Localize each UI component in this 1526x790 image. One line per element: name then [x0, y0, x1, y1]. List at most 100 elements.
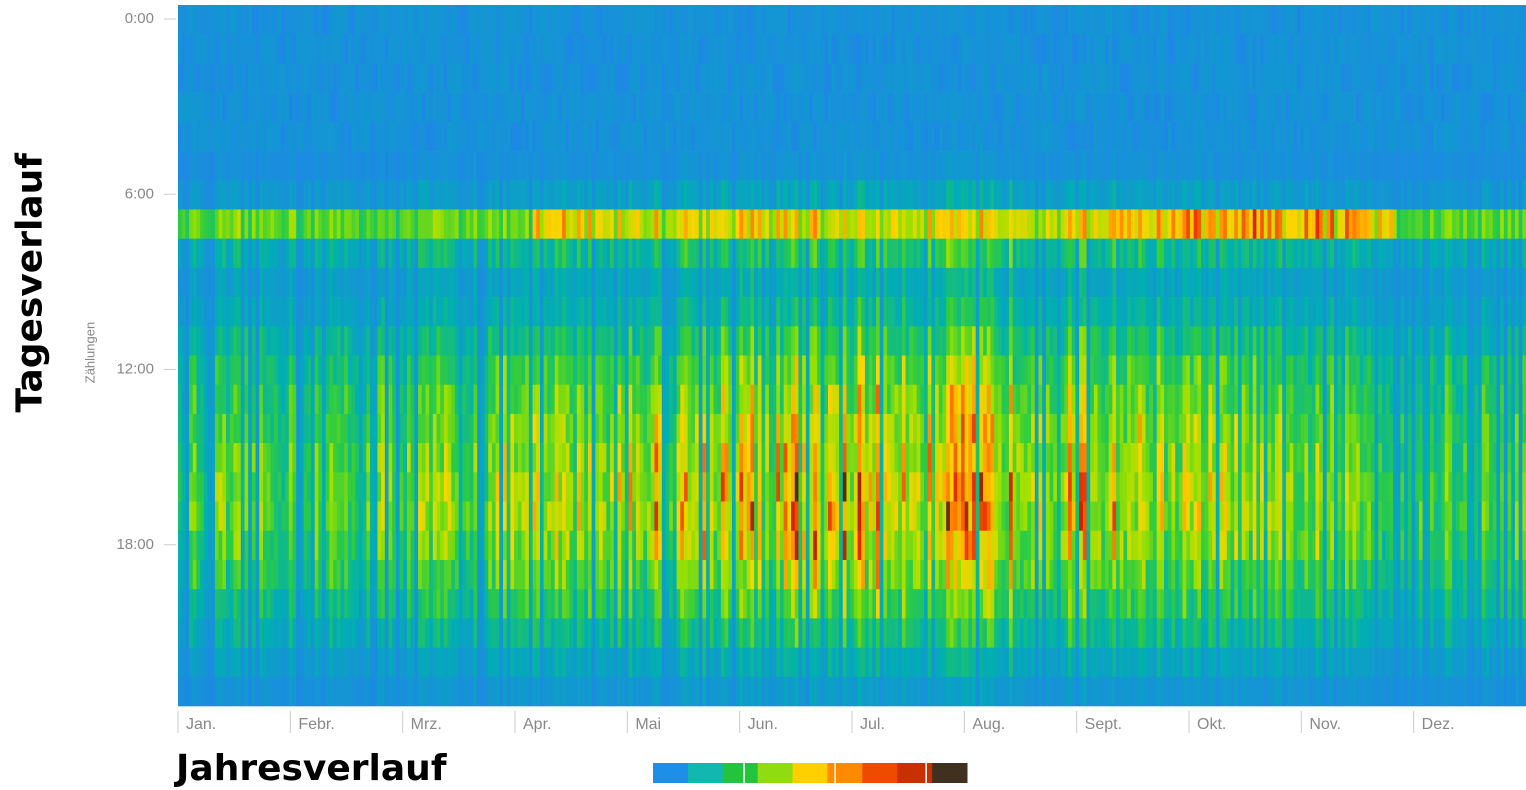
- heatmap-cell: [392, 589, 397, 619]
- heatmap-cell: [698, 647, 704, 678]
- heatmap-cell: [499, 267, 504, 298]
- heatmap-cell: [414, 472, 419, 502]
- heatmap-cell: [920, 501, 925, 532]
- heatmap-cell: [340, 676, 345, 707]
- heatmap-cell: [731, 559, 737, 590]
- heatmap-cell: [440, 618, 445, 648]
- heatmap-cell: [824, 647, 829, 678]
- heatmap-cell: [672, 34, 678, 64]
- heatmap-cell: [443, 92, 449, 123]
- heatmap-cell: [617, 180, 622, 210]
- heatmap-cell: [340, 92, 345, 123]
- heatmap-cell: [805, 297, 811, 327]
- heatmap-cell: [724, 267, 729, 298]
- heatmap-cell: [251, 501, 257, 532]
- heatmap-cell: [872, 384, 877, 415]
- heatmap-cell: [503, 501, 508, 532]
- heatmap-cell: [207, 121, 212, 152]
- heatmap-cell: [779, 180, 785, 210]
- heatmap-cell: [890, 355, 896, 386]
- heatmap-cell: [935, 355, 940, 386]
- heatmap-cell: [274, 121, 279, 152]
- heatmap-cell: [883, 151, 888, 181]
- heatmap-cell: [222, 5, 227, 35]
- heatmap-cell: [410, 267, 415, 298]
- heatmap-cell: [709, 5, 715, 35]
- heatmap-cell: [635, 34, 641, 64]
- heatmap-cell: [451, 472, 456, 502]
- heatmap-cell: [635, 355, 641, 386]
- heatmap-cell: [214, 121, 220, 152]
- heatmap-cell: [610, 326, 615, 356]
- heatmap-cell: [624, 326, 630, 356]
- heatmap-cell: [569, 589, 574, 619]
- heatmap-cell: [647, 413, 652, 444]
- heatmap-cell: [720, 63, 726, 93]
- heatmap-cell: [207, 326, 212, 356]
- heatmap-cell: [643, 355, 648, 386]
- heatmap-cell: [539, 34, 545, 64]
- heatmap-cell: [794, 209, 800, 239]
- heatmap-cell: [381, 647, 386, 678]
- heatmap-cell: [842, 267, 848, 298]
- heatmap-cell: [573, 647, 578, 678]
- heatmap-cell: [761, 209, 766, 239]
- heatmap-cell: [351, 676, 356, 707]
- heatmap-cell: [233, 443, 238, 473]
- heatmap-cell: [576, 63, 582, 93]
- heatmap-cell: [506, 384, 511, 415]
- heatmap-cell: [462, 676, 467, 707]
- heatmap-cell: [469, 472, 475, 502]
- heatmap-cell: [802, 297, 807, 327]
- heatmap-cell: [787, 5, 792, 35]
- heatmap-cell: [440, 501, 445, 532]
- heatmap-cell: [314, 326, 319, 356]
- heatmap-cell: [761, 297, 766, 327]
- heatmap-cell: [432, 34, 438, 64]
- heatmap-cell: [680, 501, 685, 532]
- heatmap-cell: [233, 267, 238, 298]
- heatmap-cell: [746, 63, 752, 93]
- heatmap-cell: [569, 384, 574, 415]
- heatmap-cell: [551, 472, 556, 502]
- heatmap-cell: [864, 267, 870, 298]
- heatmap-cell: [458, 413, 463, 444]
- heatmap-cell: [274, 92, 279, 123]
- heatmap-cell: [576, 326, 582, 356]
- heatmap-cell: [772, 209, 777, 239]
- heatmap-cell: [931, 180, 936, 210]
- heatmap-cell: [499, 121, 504, 152]
- heatmap-cell: [765, 121, 770, 152]
- heatmap-cell: [831, 384, 836, 415]
- heatmap-cell: [255, 238, 260, 269]
- heatmap-cell: [595, 121, 600, 152]
- heatmap-cell: [477, 238, 482, 269]
- heatmap-cell: [395, 92, 401, 123]
- heatmap-cell: [569, 5, 574, 35]
- heatmap-cell: [248, 676, 253, 707]
- heatmap-cell: [595, 180, 600, 210]
- heatmap-cell: [484, 326, 489, 356]
- heatmap-cell: [909, 676, 914, 707]
- heatmap-cell: [392, 63, 397, 93]
- heatmap-cell: [643, 676, 648, 707]
- heatmap-cell: [347, 413, 353, 444]
- heatmap-cell: [624, 647, 630, 678]
- heatmap-cell: [920, 647, 925, 678]
- heatmap-cell: [536, 384, 541, 415]
- heatmap-cell: [909, 384, 914, 415]
- heatmap-cell: [735, 121, 740, 152]
- heatmap-cell: [610, 63, 615, 93]
- heatmap-cell: [503, 267, 508, 298]
- heatmap-cell: [525, 209, 530, 239]
- heatmap-cell: [658, 443, 663, 473]
- heatmap-cell: [292, 618, 297, 648]
- heatmap-cell: [635, 559, 641, 590]
- heatmap-cell: [200, 589, 205, 619]
- heatmap-cell: [303, 297, 308, 327]
- heatmap-cell: [536, 5, 541, 35]
- heatmap-cell: [381, 92, 386, 123]
- heatmap-cell: [233, 92, 238, 123]
- heatmap-cell: [340, 647, 345, 678]
- heatmap-cell: [791, 63, 796, 93]
